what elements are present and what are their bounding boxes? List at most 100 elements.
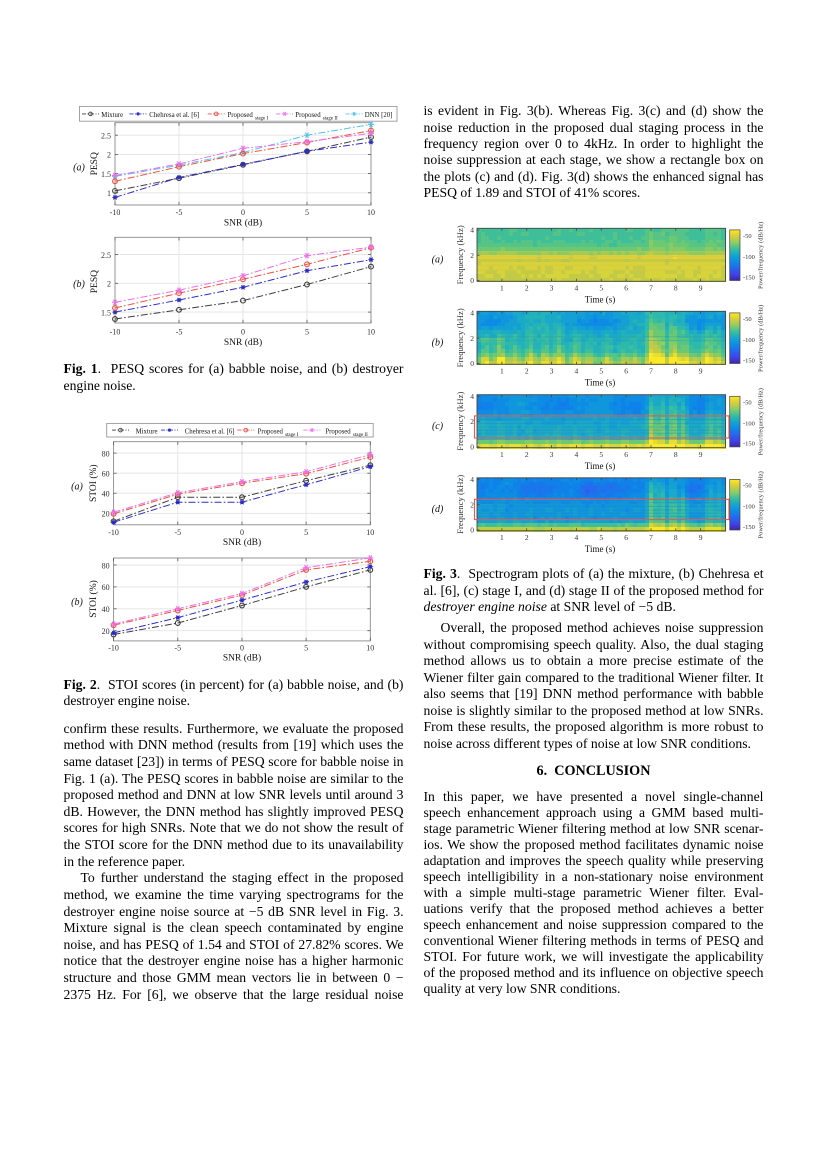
svg-text:7: 7 bbox=[649, 533, 653, 542]
svg-text:2.5: 2.5 bbox=[101, 132, 111, 141]
svg-text:Power/frequency (dB/Hz): Power/frequency (dB/Hz) bbox=[758, 305, 765, 372]
svg-text:60: 60 bbox=[102, 470, 110, 479]
svg-text:6: 6 bbox=[624, 450, 628, 459]
svg-text:2: 2 bbox=[470, 334, 474, 343]
svg-text:PESQ: PESQ bbox=[90, 270, 100, 293]
svg-text:Chehresa et al. [6]: Chehresa et al. [6] bbox=[185, 428, 235, 435]
svg-text:10: 10 bbox=[367, 208, 375, 217]
svg-text:Frequency (kHz): Frequency (kHz) bbox=[455, 392, 465, 451]
svg-text:2: 2 bbox=[470, 417, 474, 426]
svg-text:-50: -50 bbox=[743, 482, 752, 489]
svg-text:-100: -100 bbox=[743, 337, 755, 344]
svg-text:(b): (b) bbox=[73, 279, 85, 290]
svg-text:DNN [20]: DNN [20] bbox=[365, 112, 393, 119]
svg-text:(a): (a) bbox=[432, 255, 444, 266]
svg-text:2: 2 bbox=[470, 251, 474, 260]
svg-text:-10: -10 bbox=[108, 644, 119, 653]
svg-text:5: 5 bbox=[599, 367, 603, 376]
svg-text:(a): (a) bbox=[73, 163, 85, 174]
svg-text:0: 0 bbox=[470, 276, 474, 285]
svg-text:1: 1 bbox=[500, 367, 504, 376]
svg-text:Frequency (kHz): Frequency (kHz) bbox=[455, 475, 465, 534]
svg-text:0: 0 bbox=[241, 208, 245, 217]
svg-text:40: 40 bbox=[102, 605, 110, 614]
svg-text:5: 5 bbox=[599, 533, 603, 542]
svg-text:5: 5 bbox=[305, 327, 309, 336]
svg-text:7: 7 bbox=[649, 367, 653, 376]
svg-text:10: 10 bbox=[366, 644, 374, 653]
svg-text:2: 2 bbox=[525, 284, 529, 293]
svg-text:6: 6 bbox=[624, 367, 628, 376]
svg-text:-10: -10 bbox=[110, 327, 121, 336]
svg-text:1: 1 bbox=[107, 189, 111, 198]
svg-text:4: 4 bbox=[575, 533, 579, 542]
svg-text:SNR (dB): SNR (dB) bbox=[223, 537, 261, 548]
svg-text:4: 4 bbox=[470, 226, 474, 235]
svg-text:Time (s): Time (s) bbox=[585, 461, 615, 471]
svg-text:Time (s): Time (s) bbox=[585, 295, 615, 305]
svg-text:(d): (d) bbox=[432, 504, 444, 515]
svg-text:Mixture: Mixture bbox=[136, 428, 158, 435]
svg-text:-150: -150 bbox=[743, 441, 755, 448]
svg-text:8: 8 bbox=[674, 450, 678, 459]
svg-text:5: 5 bbox=[599, 284, 603, 293]
svg-text:5: 5 bbox=[305, 208, 309, 217]
svg-text:-100: -100 bbox=[743, 420, 755, 427]
svg-text:2.5: 2.5 bbox=[101, 251, 111, 260]
svg-text:stage II: stage II bbox=[353, 433, 368, 438]
svg-text:3: 3 bbox=[550, 450, 554, 459]
svg-text:Frequency (kHz): Frequency (kHz) bbox=[455, 225, 465, 284]
svg-text:3: 3 bbox=[550, 284, 554, 293]
svg-text:-150: -150 bbox=[743, 524, 755, 531]
svg-text:0: 0 bbox=[240, 644, 244, 653]
svg-text:8: 8 bbox=[674, 367, 678, 376]
svg-text:9: 9 bbox=[699, 533, 703, 542]
svg-text:1: 1 bbox=[500, 533, 504, 542]
svg-text:STOI (%): STOI (%) bbox=[88, 580, 99, 618]
svg-text:7: 7 bbox=[649, 450, 653, 459]
svg-text:0: 0 bbox=[240, 528, 244, 537]
svg-text:5: 5 bbox=[599, 450, 603, 459]
svg-text:4: 4 bbox=[575, 367, 579, 376]
svg-text:1.5: 1.5 bbox=[101, 308, 111, 317]
svg-text:4: 4 bbox=[470, 309, 474, 318]
svg-text:Time (s): Time (s) bbox=[585, 378, 615, 388]
svg-text:2: 2 bbox=[525, 367, 529, 376]
svg-text:1: 1 bbox=[500, 284, 504, 293]
svg-text:-100: -100 bbox=[743, 254, 755, 261]
svg-text:0: 0 bbox=[470, 526, 474, 535]
svg-text:2: 2 bbox=[525, 533, 529, 542]
svg-text:40: 40 bbox=[102, 490, 110, 499]
svg-text:(b): (b) bbox=[71, 597, 83, 608]
svg-text:SNR (dB): SNR (dB) bbox=[223, 653, 261, 664]
svg-text:-10: -10 bbox=[110, 208, 121, 217]
svg-text:3: 3 bbox=[550, 533, 554, 542]
svg-text:4: 4 bbox=[575, 450, 579, 459]
svg-text:SNR (dB): SNR (dB) bbox=[224, 337, 262, 348]
svg-text:-50: -50 bbox=[743, 399, 752, 406]
svg-text:1: 1 bbox=[500, 450, 504, 459]
svg-text:5: 5 bbox=[304, 644, 308, 653]
svg-text:stage I: stage I bbox=[285, 433, 299, 438]
svg-text:-50: -50 bbox=[743, 316, 752, 323]
svg-text:-5: -5 bbox=[174, 644, 181, 653]
svg-text:stage II: stage II bbox=[323, 117, 338, 122]
svg-text:-5: -5 bbox=[176, 327, 183, 336]
svg-text:8: 8 bbox=[674, 533, 678, 542]
svg-text:4: 4 bbox=[470, 475, 474, 484]
svg-text:Power/frequency (dB/Hz): Power/frequency (dB/Hz) bbox=[758, 471, 765, 538]
svg-text:Frequency (kHz): Frequency (kHz) bbox=[455, 308, 465, 367]
svg-text:Proposed: Proposed bbox=[325, 428, 351, 435]
svg-text:-5: -5 bbox=[176, 208, 183, 217]
svg-text:10: 10 bbox=[366, 528, 374, 537]
svg-text:7: 7 bbox=[649, 284, 653, 293]
svg-text:60: 60 bbox=[102, 583, 110, 592]
svg-text:0: 0 bbox=[470, 443, 474, 452]
svg-text:Proposed: Proposed bbox=[228, 112, 254, 119]
svg-text:9: 9 bbox=[699, 367, 703, 376]
svg-text:9: 9 bbox=[699, 284, 703, 293]
svg-text:10: 10 bbox=[367, 327, 375, 336]
svg-text:5: 5 bbox=[304, 528, 308, 537]
svg-text:3: 3 bbox=[550, 367, 554, 376]
svg-text:Power/frequency (dB/Hz): Power/frequency (dB/Hz) bbox=[758, 388, 765, 455]
